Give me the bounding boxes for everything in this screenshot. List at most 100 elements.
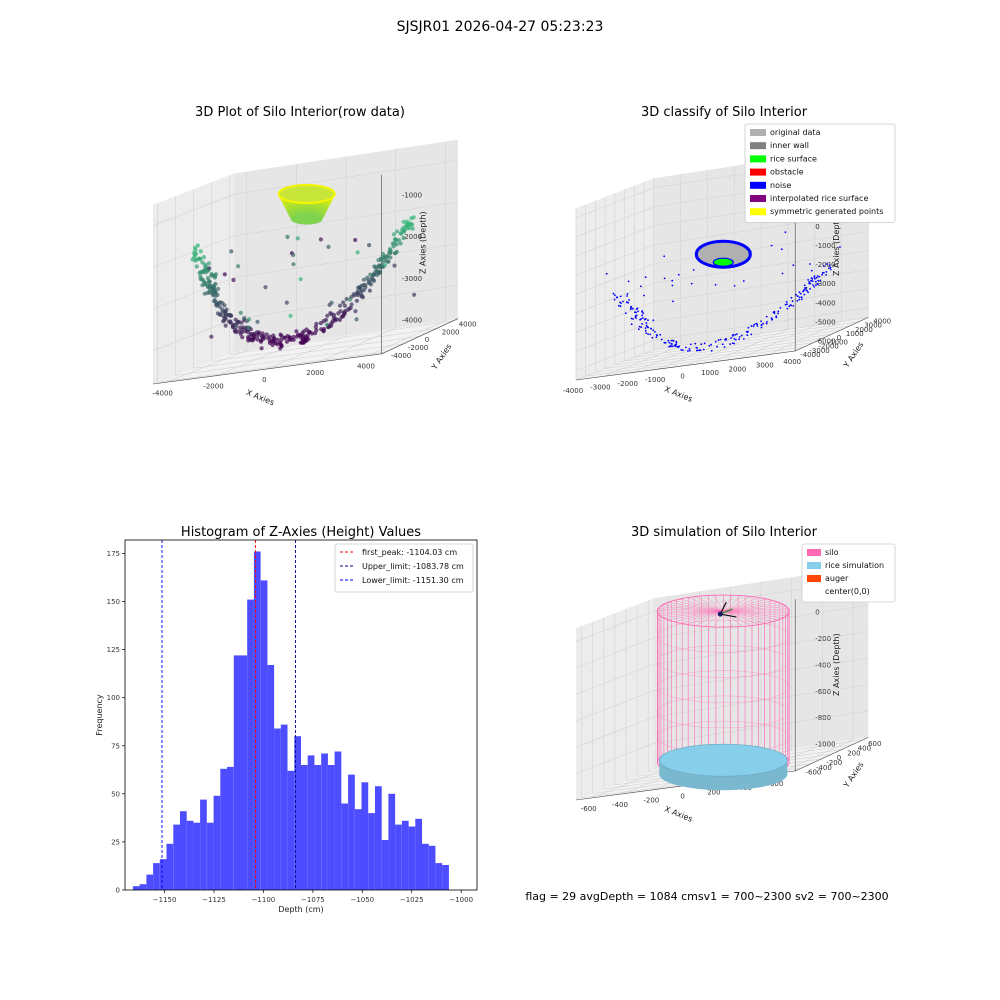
c2-noise-point	[777, 312, 779, 315]
c2-ytick-label: -4000	[800, 351, 820, 359]
c2-noise-point	[813, 285, 816, 288]
c1-point	[401, 225, 406, 230]
c1-point	[213, 293, 218, 298]
c1-point	[212, 273, 217, 278]
c2-noise-point	[716, 345, 718, 348]
c2-noise-point	[809, 288, 811, 290]
c4-xtick-label: 200	[707, 788, 720, 796]
c2-ztick-label: -5000	[815, 318, 835, 326]
c1-point	[349, 302, 354, 307]
c2-noise-point	[650, 327, 652, 330]
c2-noise-point	[750, 325, 753, 327]
c1-point	[201, 269, 206, 274]
c1-point	[354, 298, 359, 303]
c2-noise-point	[675, 343, 677, 346]
c4-silo-roof-line	[659, 610, 724, 616]
c4-silo-roof-line	[723, 610, 784, 618]
c4-silo-roof-line	[659, 606, 724, 612]
c2-noise-point	[667, 339, 670, 342]
c2-noise-point	[634, 311, 636, 314]
c2-noise-point	[714, 340, 717, 343]
c2-xtick-label: 4000	[783, 358, 801, 366]
c1-point	[391, 244, 396, 249]
c2-noise-point	[723, 346, 726, 348]
c2-y-axis-line	[795, 317, 869, 352]
c1-point	[378, 264, 384, 269]
chart1-plot-3d: -4000-2000020004000-4000-2000020004000-1…	[152, 139, 477, 407]
c2-xtick-label: 3000	[756, 362, 774, 370]
c2-noise-point	[817, 279, 820, 282]
c2-noise-point	[818, 275, 821, 278]
c2-noise-point	[637, 310, 639, 313]
c1-x-axis-line	[152, 353, 382, 385]
c1-point	[231, 277, 236, 283]
c2-legend-label: rice surface	[770, 154, 817, 163]
c2-noise-point	[644, 327, 647, 329]
c2-noise-point	[803, 284, 806, 287]
c2-noise-point	[825, 274, 827, 276]
c2-grid-y-floor	[624, 329, 841, 362]
chart2-plot-3d: -4000 -3000 -2000 -1000 0 1000 2000 3000 4000-40…	[563, 123, 896, 404]
c2-noise-point	[799, 292, 802, 295]
c3-bar	[294, 736, 302, 890]
c4-silo-roof-line	[723, 597, 760, 612]
c1-point	[244, 319, 249, 324]
c2-noise-point	[802, 289, 805, 292]
c1-point	[359, 294, 364, 299]
c4-silo-roof-line	[723, 610, 787, 616]
c4-ytick-label: -400	[816, 764, 832, 772]
c1-point	[238, 325, 243, 330]
c1-point	[340, 314, 345, 319]
c2-noise-point	[800, 298, 803, 301]
c2-noise-point	[671, 284, 674, 287]
c2-noise-point	[694, 342, 697, 345]
c4-silo-roof-line	[723, 610, 751, 626]
c2-xtick-label: -1000	[645, 376, 665, 384]
c1-point	[192, 251, 197, 256]
c2-noise-point	[616, 296, 618, 299]
c2-noise-point	[742, 280, 745, 282]
c2-noise-point	[790, 304, 793, 307]
c3-ylabel: Frequency	[95, 694, 104, 736]
c3-bar	[200, 799, 207, 890]
c2-noise-point	[622, 300, 624, 303]
c1-point	[409, 216, 414, 221]
c3-bar	[442, 865, 449, 890]
c2-noise-point	[756, 325, 759, 327]
c2-noise-point	[630, 317, 633, 320]
c1-ztick-label: -1000	[402, 192, 422, 200]
c2-noise-point	[652, 319, 655, 322]
c2-noise-point	[803, 293, 806, 296]
c4-silo-roof-line	[723, 610, 789, 614]
c1-point	[398, 241, 403, 246]
c1-point	[334, 317, 339, 322]
c1-point	[258, 339, 264, 344]
c1-point	[356, 285, 361, 290]
c1-zlabel: Z Axies (Depth)	[419, 211, 428, 274]
c1-point	[288, 313, 293, 318]
c2-noise-point	[839, 246, 841, 248]
c4-grid-z-left	[575, 611, 654, 642]
c4-ytick-label: -200	[826, 759, 842, 767]
c4-grid-z-back	[653, 657, 869, 691]
c3-bar	[260, 580, 268, 890]
c3-xtick-label: −1000	[449, 896, 473, 904]
c1-grid-y-floor	[229, 320, 454, 355]
c1-point	[278, 332, 283, 337]
c1-grid-y-floor	[157, 351, 386, 383]
c2-ytick-label: 0	[837, 334, 841, 342]
c2-ztick-label: -6000	[815, 338, 835, 346]
c1-point	[235, 319, 240, 324]
c2-x-axis-line	[575, 350, 796, 381]
c2-noise-point	[660, 338, 663, 341]
c2-noise-point	[635, 317, 637, 319]
c2-noise-point	[672, 340, 675, 342]
c2-noise-point	[663, 341, 666, 344]
c2-legend-swatch	[750, 181, 766, 189]
c1-xtick-label: -4000	[153, 389, 173, 397]
c1-point	[318, 237, 323, 242]
c1-point	[279, 337, 284, 342]
c1-point	[353, 309, 358, 314]
c2-noise-point	[627, 280, 630, 283]
c2-noise-point	[702, 348, 705, 351]
